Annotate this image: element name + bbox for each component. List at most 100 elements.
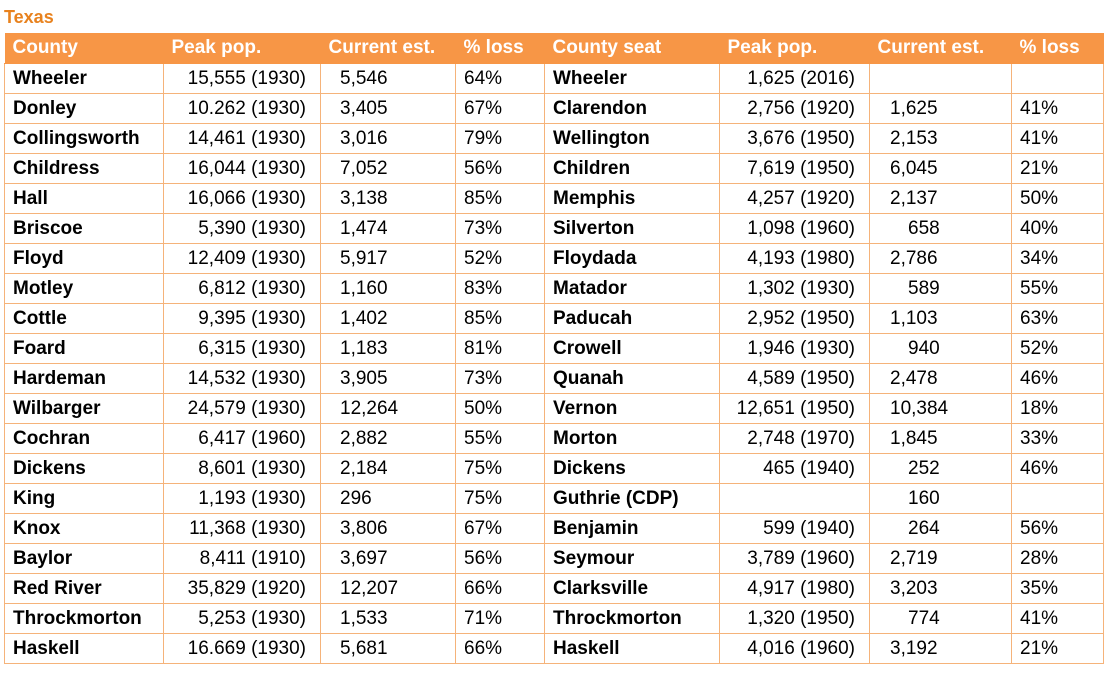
county-seat-cell: Paducah: [544, 303, 720, 334]
current-est-cell: 2,882: [320, 423, 456, 454]
table-row: Wheeler 15,555 (1930) 5,546 64% Wheeler 1,625…: [4, 63, 1104, 94]
county-cell: Hardeman: [4, 363, 164, 394]
peak-pop-cell: 6,812 (1930): [163, 273, 321, 304]
current-est-cell: 5,546: [320, 63, 456, 94]
seat-percent-loss-cell: 46%: [1011, 453, 1104, 484]
seat-peak-pop-cell: 599 (1940): [719, 513, 870, 544]
peak-pop-cell: 14,461 (1930): [163, 123, 321, 154]
seat-current-est-cell: 2,153: [869, 123, 1012, 154]
seat-percent-loss-cell: 18%: [1011, 393, 1104, 424]
county-seat-cell: Morton: [544, 423, 720, 454]
current-est-cell: 3,405: [320, 93, 456, 124]
county-cell: Floyd: [4, 243, 164, 274]
table-row: Knox 11,368 (1930) 3,806 67% Benjamin 599 (19…: [4, 513, 1104, 544]
header-percent-loss: % loss: [455, 33, 545, 64]
table-row: Hardeman 14,532 (1930) 3,905 73% Quanah 4,589…: [4, 363, 1104, 394]
seat-percent-loss-cell: 21%: [1011, 153, 1104, 184]
peak-pop-cell: 14,532 (1930): [163, 363, 321, 394]
table-row: Motley 6,812 (1930) 1,160 83% Matador 1,302 (…: [4, 273, 1104, 304]
seat-current-est-cell: 940: [869, 333, 1012, 364]
county-seat-cell: Clarksville: [544, 573, 720, 604]
percent-loss-cell: 67%: [455, 93, 545, 124]
seat-percent-loss-cell: 56%: [1011, 513, 1104, 544]
peak-pop-cell: 8,601 (1930): [163, 453, 321, 484]
peak-pop-cell: 9,395 (1930): [163, 303, 321, 334]
peak-pop-cell: 5,390 (1930): [163, 213, 321, 244]
seat-peak-pop-cell: 2,748 (1970): [719, 423, 870, 454]
percent-loss-cell: 79%: [455, 123, 545, 154]
county-seat-cell: Vernon: [544, 393, 720, 424]
peak-pop-cell: 35,829 (1920): [163, 573, 321, 604]
percent-loss-cell: 75%: [455, 453, 545, 484]
table-row: Hall 16,066 (1930) 3,138 85% Memphis 4,257 (1…: [4, 183, 1104, 214]
percent-loss-cell: 85%: [455, 303, 545, 334]
seat-current-est-cell: 10,384: [869, 393, 1012, 424]
county-cell: Collingsworth: [4, 123, 164, 154]
percent-loss-cell: 66%: [455, 573, 545, 604]
seat-peak-pop-cell: 465 (1940): [719, 453, 870, 484]
seat-percent-loss-cell: 28%: [1011, 543, 1104, 574]
current-est-cell: 12,264: [320, 393, 456, 424]
county-seat-cell: Wellington: [544, 123, 720, 154]
seat-peak-pop-cell: 12,651 (1950): [719, 393, 870, 424]
seat-current-est-cell: 2,137: [869, 183, 1012, 214]
seat-current-est-cell: 2,478: [869, 363, 1012, 394]
current-est-cell: 3,806: [320, 513, 456, 544]
table-row: Cochran 6,417 (1960) 2,882 55% Morton 2,748 (…: [4, 423, 1104, 454]
table-row: Floyd 12,409 (1930) 5,917 52% Floydada 4,193 …: [4, 243, 1104, 274]
percent-loss-cell: 73%: [455, 363, 545, 394]
table-row: Throckmorton 5,253 (1930) 1,533 71% Throckmo…: [4, 603, 1104, 634]
table-row: Red River 35,829 (1920) 12,207 66% Clarksvil…: [4, 573, 1104, 604]
peak-pop-cell: 10.262 (1930): [163, 93, 321, 124]
county-seat-cell: Floydada: [544, 243, 720, 274]
peak-pop-cell: 16,066 (1930): [163, 183, 321, 214]
current-est-cell: 7,052: [320, 153, 456, 184]
county-seat-cell: Children: [544, 153, 720, 184]
current-est-cell: 1,533: [320, 603, 456, 634]
percent-loss-cell: 55%: [455, 423, 545, 454]
peak-pop-cell: 11,368 (1930): [163, 513, 321, 544]
percent-loss-cell: 75%: [455, 483, 545, 514]
peak-pop-cell: 8,411 (1910): [163, 543, 321, 574]
seat-peak-pop-cell: 3,676 (1950): [719, 123, 870, 154]
county-cell: Childress: [4, 153, 164, 184]
seat-peak-pop-cell: 1,302 (1930): [719, 273, 870, 304]
current-est-cell: 296: [320, 483, 456, 514]
seat-peak-pop-cell: 4,257 (1920): [719, 183, 870, 214]
seat-current-est-cell: 1,103: [869, 303, 1012, 334]
table-row: Cottle 9,395 (1930) 1,402 85% Paducah 2,952 (…: [4, 303, 1104, 334]
seat-current-est-cell: 589: [869, 273, 1012, 304]
current-est-cell: 1,160: [320, 273, 456, 304]
seat-current-est-cell: 252: [869, 453, 1012, 484]
seat-peak-pop-cell: 1,625 (2016): [719, 63, 870, 94]
header-current-est: Current est.: [320, 33, 456, 64]
current-est-cell: 12,207: [320, 573, 456, 604]
county-cell: Cottle: [4, 303, 164, 334]
county-cell: Donley: [4, 93, 164, 124]
current-est-cell: 1,183: [320, 333, 456, 364]
county-cell: Motley: [4, 273, 164, 304]
current-est-cell: 1,402: [320, 303, 456, 334]
seat-current-est-cell: 1,625: [869, 93, 1012, 124]
header-county: County: [4, 33, 164, 64]
county-seat-cell: Seymour: [544, 543, 720, 574]
county-cell: Dickens: [4, 453, 164, 484]
percent-loss-cell: 50%: [455, 393, 545, 424]
seat-current-est-cell: [869, 63, 1012, 94]
peak-pop-cell: 6,315 (1930): [163, 333, 321, 364]
seat-current-est-cell: 3,192: [869, 633, 1012, 664]
table-row: Collingsworth 14,461 (1930) 3,016 79% Wellin…: [4, 123, 1104, 154]
table-row: Donley 10.262 (1930) 3,405 67% Clarendon 2,75…: [4, 93, 1104, 124]
table-row: Wilbarger 24,579 (1930) 12,264 50% Vernon 12,…: [4, 393, 1104, 424]
county-seat-cell: Dickens: [544, 453, 720, 484]
county-cell: Briscoe: [4, 213, 164, 244]
seat-percent-loss-cell: 21%: [1011, 633, 1104, 664]
seat-percent-loss-cell: 40%: [1011, 213, 1104, 244]
header-county-seat: County seat: [544, 33, 720, 64]
county-cell: Haskell: [4, 633, 164, 664]
seat-peak-pop-cell: 2,952 (1950): [719, 303, 870, 334]
current-est-cell: 2,184: [320, 453, 456, 484]
percent-loss-cell: 64%: [455, 63, 545, 94]
seat-percent-loss-cell: 46%: [1011, 363, 1104, 394]
seat-percent-loss-cell: 55%: [1011, 273, 1104, 304]
